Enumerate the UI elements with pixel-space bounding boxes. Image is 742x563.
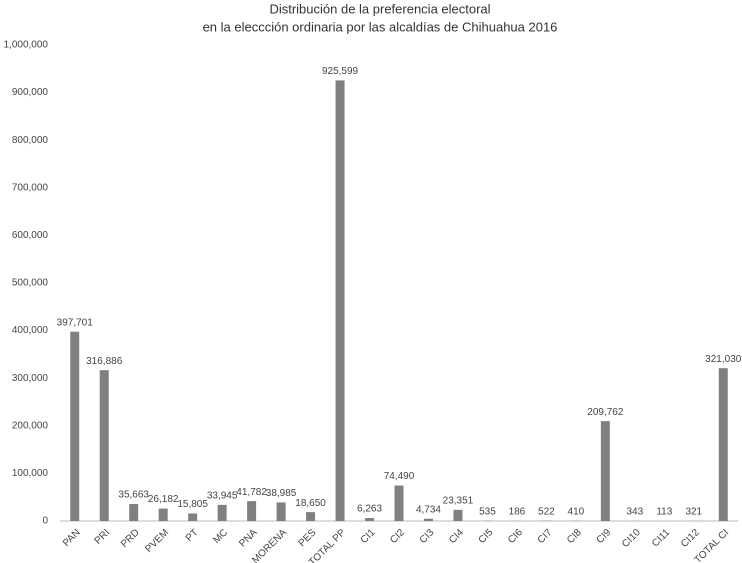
bar: [247, 501, 257, 521]
value-label: 321: [685, 506, 702, 517]
chart-title: Distribución de la preferencia electoral: [269, 1, 490, 16]
y-tick-label: 100,000: [12, 468, 49, 479]
x-tick-label: CI1: [359, 527, 378, 546]
x-tick-label: CI5: [477, 527, 496, 546]
value-label: 343: [626, 506, 643, 517]
bar: [129, 504, 139, 521]
value-label: 209,762: [587, 407, 624, 418]
x-tick-label: CI7: [536, 527, 555, 546]
y-tick-label: 400,000: [12, 325, 49, 336]
value-label: 26,182: [148, 494, 179, 505]
value-label: 18,650: [295, 498, 326, 509]
value-label: 6,263: [357, 504, 382, 515]
bar: [188, 513, 198, 521]
value-label: 38,985: [266, 488, 297, 499]
bar: [217, 504, 227, 521]
x-tick-label: CI4: [447, 527, 466, 546]
value-label: 316,886: [86, 356, 123, 367]
chart-title: en la eleccción ordinaria por las alcald…: [203, 19, 558, 34]
bar: [306, 512, 316, 521]
value-label: 41,782: [236, 487, 267, 498]
y-tick-label: 200,000: [12, 420, 49, 431]
y-tick-label: 500,000: [12, 278, 49, 289]
value-label: 925,599: [322, 66, 359, 77]
x-tick-label: CI11: [650, 527, 672, 549]
x-tick-label: PNA: [237, 527, 260, 550]
value-label: 113: [656, 507, 672, 518]
y-tick-label: 600,000: [12, 230, 49, 241]
value-label: 522: [538, 506, 555, 517]
x-tick-label: CI2: [388, 527, 407, 546]
bar: [276, 502, 286, 521]
y-tick-label: 900,000: [12, 87, 49, 98]
value-label: 321,030: [705, 354, 742, 365]
x-tick-label: PAN: [61, 527, 83, 549]
bar: [718, 368, 728, 521]
y-tick-label: 0: [42, 516, 48, 527]
y-tick-label: 300,000: [12, 373, 49, 384]
bar: [158, 508, 168, 521]
x-tick-label: PES: [297, 527, 319, 549]
x-tick-label: CI9: [595, 527, 614, 546]
x-tick-label: CI10: [620, 527, 643, 550]
bar: [600, 421, 610, 521]
bar: [70, 331, 80, 521]
x-tick-label: PT: [184, 527, 201, 544]
bar: [365, 518, 375, 521]
value-label: 4,734: [416, 504, 441, 515]
x-tick-label: CI6: [506, 527, 525, 546]
y-tick-label: 1,000,000: [4, 40, 49, 51]
value-label: 33,945: [207, 490, 238, 501]
x-tick-label: CI3: [418, 527, 437, 546]
y-tick-label: 700,000: [12, 182, 49, 193]
value-label: 15,805: [177, 499, 208, 510]
value-label: 535: [479, 506, 496, 517]
x-tick-label: CI12: [679, 527, 702, 550]
x-tick-label: PRI: [93, 527, 113, 547]
bar: [394, 485, 404, 521]
bar: [453, 509, 463, 521]
value-label: 35,663: [118, 490, 149, 501]
y-tick-label: 800,000: [12, 135, 49, 146]
value-label: 23,351: [443, 496, 474, 507]
x-tick-label: MC: [211, 527, 230, 546]
bar: [423, 518, 433, 521]
x-tick-label: CI8: [565, 527, 584, 546]
x-tick-label: PVEM: [143, 527, 171, 555]
value-label: 410: [568, 506, 585, 517]
value-label: 74,490: [384, 471, 415, 482]
value-label: 186: [509, 507, 526, 518]
value-label: 397,701: [57, 317, 94, 328]
bar: [335, 80, 345, 521]
x-tick-label: PRD: [119, 527, 142, 550]
bar: [99, 370, 109, 521]
